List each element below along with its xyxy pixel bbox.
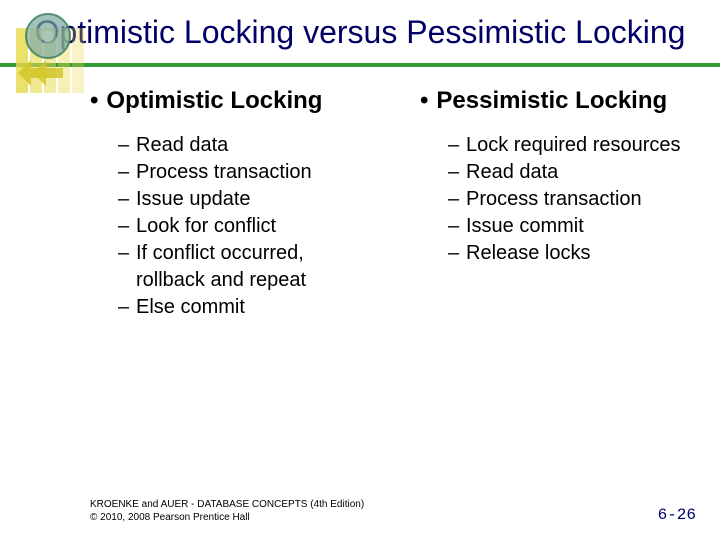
left-list: Read data Process transaction Issue upda… [90,132,360,321]
left-column-header: • Optimistic Locking [90,87,360,116]
list-item: Process transaction [448,186,690,213]
list-item: Else commit [118,294,360,321]
page-number: 6-26 [658,506,696,524]
bullet-icon: • [420,87,428,116]
list-item: Read data [118,132,360,159]
footer-citation: KROENKE and AUER - DATABASE CONCEPTS (4t… [90,498,364,524]
list-item: Lock required resources [448,132,690,159]
list-item: Issue commit [448,213,690,240]
right-column: • Pessimistic Locking Lock required reso… [380,87,690,321]
list-item: Release locks [448,240,690,267]
left-header-text: Optimistic Locking [106,87,322,116]
list-item: If conflict occurred, rollback and repea… [118,240,360,294]
list-item: Process transaction [118,159,360,186]
list-item: Look for conflict [118,213,360,240]
footer-line-2: © 2010, 2008 Pearson Prentice Hall [90,511,364,524]
left-column: • Optimistic Locking Read data Process t… [90,87,380,321]
content-area: • Optimistic Locking Read data Process t… [0,67,720,321]
footer-line-1: KROENKE and AUER - DATABASE CONCEPTS (4t… [90,498,364,511]
right-list: Lock required resources Read data Proces… [420,132,690,267]
right-header-text: Pessimistic Locking [436,87,667,116]
slide-logo [8,8,108,108]
right-column-header: • Pessimistic Locking [420,87,690,116]
list-item: Read data [448,159,690,186]
slide-title: Optimistic Locking versus Pessimistic Lo… [0,0,720,63]
list-item: Issue update [118,186,360,213]
